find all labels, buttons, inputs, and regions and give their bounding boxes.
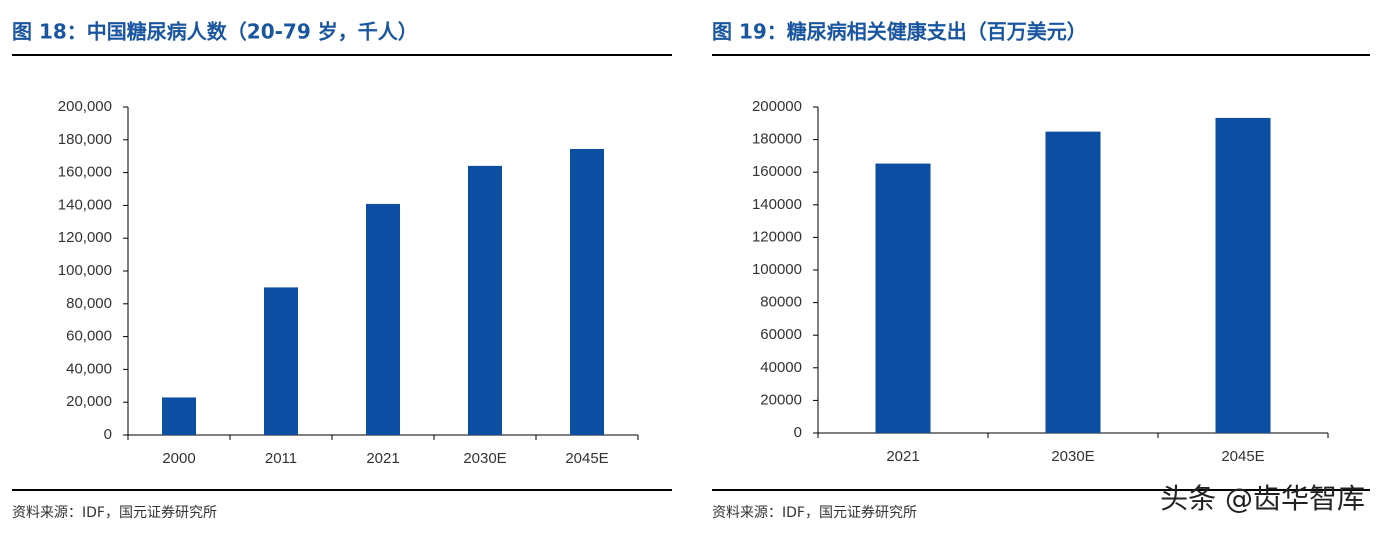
bar	[162, 397, 196, 435]
chart-title: 图 18：中国糖尿病人数（20-79 岁，千人）	[12, 20, 418, 44]
y-tick-label: 20,000	[66, 393, 112, 410]
y-tick-label: 140,000	[58, 196, 112, 213]
y-tick-label: 100,000	[58, 262, 112, 279]
x-tick-label: 2045E	[1221, 448, 1264, 465]
x-tick-label: 2000	[162, 450, 195, 467]
y-tick-label: 40,000	[66, 360, 112, 377]
y-tick-label: 20000	[760, 391, 802, 408]
bar	[366, 203, 400, 435]
x-tick-label: 2030E	[1051, 448, 1094, 465]
x-tick-label: 2045E	[565, 450, 608, 467]
y-tick-label: 80000	[760, 294, 802, 311]
y-tick-label: 180000	[752, 131, 802, 148]
bar	[570, 148, 604, 435]
bar	[264, 287, 298, 435]
chart-title: 图 19：糖尿病相关健康支出（百万美元）	[712, 20, 1087, 44]
y-tick-label: 160000	[752, 163, 802, 180]
bar	[1045, 131, 1101, 433]
y-tick-label: 140000	[752, 196, 802, 213]
y-tick-label: 100000	[752, 261, 802, 278]
x-tick-label: 2021	[886, 448, 919, 465]
y-tick-label: 160,000	[58, 164, 112, 181]
y-tick-label: 40000	[760, 359, 802, 376]
watermark: 头条 @齿华智库	[1160, 482, 1365, 515]
y-tick-label: 200000	[752, 98, 802, 115]
y-tick-label: 80,000	[66, 295, 112, 312]
source-note: 资料来源：IDF，国元证券研究所	[712, 505, 917, 521]
x-tick-label: 2030E	[463, 450, 506, 467]
x-tick-label: 2011	[265, 450, 297, 467]
y-tick-label: 180,000	[58, 131, 112, 148]
y-tick-label: 60000	[760, 326, 802, 343]
y-tick-label: 60,000	[66, 328, 112, 345]
x-tick-label: 2021	[366, 450, 399, 467]
bar	[1215, 117, 1271, 434]
bar	[875, 163, 931, 433]
y-tick-label: 120000	[752, 228, 802, 245]
bar	[468, 165, 502, 435]
y-tick-label: 0	[794, 424, 802, 441]
y-tick-label: 120,000	[58, 229, 112, 246]
y-tick-label: 0	[104, 426, 112, 443]
source-note: 资料来源：IDF，国元证券研究所	[12, 505, 217, 521]
y-tick-label: 200,000	[58, 98, 112, 115]
